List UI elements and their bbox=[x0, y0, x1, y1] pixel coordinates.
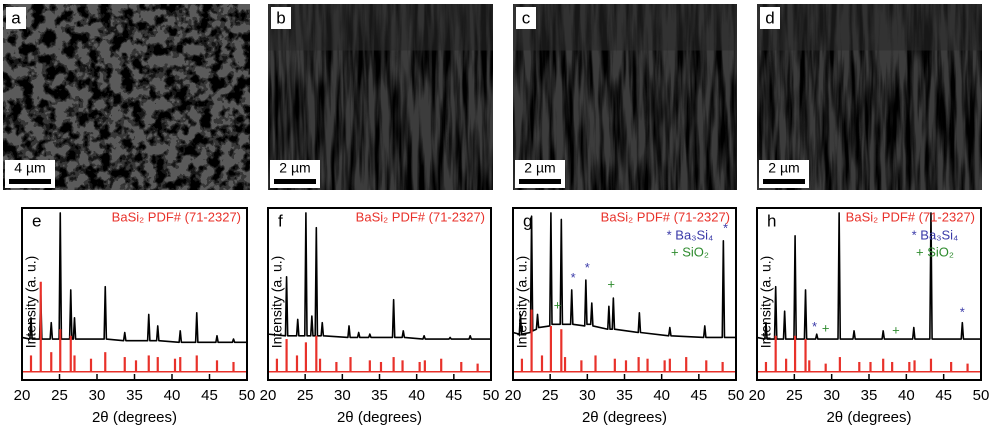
peak-marker: + bbox=[607, 276, 615, 291]
x-tick-label: 35 bbox=[861, 387, 878, 404]
x-tick-label: 20 bbox=[505, 387, 522, 404]
panel-label: d bbox=[765, 8, 774, 27]
x-tick-label: 45 bbox=[935, 387, 952, 404]
scale-bar bbox=[763, 179, 805, 184]
sem-image: d 2 µm bbox=[757, 4, 982, 190]
x-tick-label: 30 bbox=[823, 387, 840, 404]
legend-label: BaSi₂ PDF# (71-2327) bbox=[356, 209, 485, 224]
xrd-chart: 20 25 30 35 40 45 50 2θ (degrees) Intensity (a. … bbox=[505, 207, 745, 426]
x-tick-label: 50 bbox=[973, 387, 989, 404]
x-tick-label: 40 bbox=[653, 387, 670, 404]
x-tick-label: 35 bbox=[371, 387, 388, 404]
x-tick-label: 25 bbox=[297, 387, 314, 404]
xrd-trace bbox=[267, 212, 491, 340]
panel-label: a bbox=[11, 8, 21, 27]
y-axis-label: Intensity (a. u.) bbox=[23, 256, 39, 349]
x-tick-label: 40 bbox=[164, 387, 181, 404]
xrd-trace bbox=[756, 212, 981, 340]
panel-label: h bbox=[767, 211, 776, 230]
y-axis-label: Intensity (a. u.) bbox=[758, 256, 774, 349]
scale-bar-label: 2 µm bbox=[768, 160, 799, 176]
scale-bar bbox=[9, 179, 51, 184]
x-tick-label: 45 bbox=[445, 387, 462, 404]
y-axis-label: Intensity (a. u.) bbox=[514, 256, 530, 349]
sem-image: c 2 µm bbox=[513, 4, 737, 190]
panel-label-box bbox=[760, 7, 780, 29]
panel-label: f bbox=[278, 211, 283, 230]
sem-image: a 4 µm bbox=[3, 4, 250, 190]
scale-bar-label: 2 µm bbox=[279, 160, 310, 176]
x-tick-label: 45 bbox=[201, 387, 218, 404]
x-tick-label: 30 bbox=[579, 387, 596, 404]
plot-frame bbox=[267, 207, 492, 381]
legend-label: BaSi₂ PDF# (71-2327) bbox=[112, 209, 241, 224]
peak-marker: * bbox=[960, 304, 965, 319]
peak-marker: * bbox=[585, 260, 590, 275]
panel-label-box bbox=[516, 7, 536, 29]
x-tick-label: 40 bbox=[408, 387, 425, 404]
x-tick-label: 50 bbox=[728, 387, 745, 404]
annotation: + SiO₂ bbox=[916, 244, 954, 259]
peak-marker: + bbox=[554, 298, 562, 313]
panel-label: b bbox=[276, 8, 285, 27]
x-tick-label: 20 bbox=[260, 387, 277, 404]
annotation: + SiO₂ bbox=[671, 244, 709, 259]
panel-label: c bbox=[522, 8, 531, 27]
image-shade bbox=[268, 4, 493, 51]
x-tick-label: 40 bbox=[898, 387, 915, 404]
x-axis-label: 2θ (degrees) bbox=[92, 409, 177, 426]
x-axis-label: 2θ (degrees) bbox=[582, 409, 667, 426]
x-tick-label: 50 bbox=[483, 387, 500, 404]
plot-frame bbox=[21, 207, 248, 381]
xrd-chart: 20 25 30 35 40 45 50 2θ (degrees) Intensity (a. … bbox=[260, 207, 500, 426]
panel-label: e bbox=[32, 211, 41, 230]
scale-bar bbox=[519, 179, 561, 184]
x-tick-label: 25 bbox=[51, 387, 68, 404]
scale-bar-label: 2 µm bbox=[524, 160, 555, 176]
peak-marker: + bbox=[822, 321, 830, 336]
x-tick-label: 20 bbox=[14, 387, 31, 404]
annotation: * Ba₃Si₄ bbox=[667, 227, 714, 242]
x-tick-label: 30 bbox=[89, 387, 106, 404]
panel-label: g bbox=[523, 211, 532, 230]
x-axis-label: 2θ (degrees) bbox=[826, 409, 911, 426]
x-axis-label: 2θ (degrees) bbox=[337, 409, 422, 426]
peak-marker: + bbox=[892, 322, 900, 337]
xrd-chart: 20 25 30 35 40 45 50 2θ (degrees) Intensity (a. … bbox=[14, 207, 256, 426]
peak-marker: * bbox=[571, 270, 576, 285]
image-shade bbox=[513, 4, 737, 51]
x-tick-label: 30 bbox=[334, 387, 351, 404]
x-tick-label: 35 bbox=[616, 387, 633, 404]
annotation: * Ba₃Si₄ bbox=[912, 227, 959, 242]
peak-marker: * bbox=[812, 319, 817, 334]
x-tick-label: 50 bbox=[239, 387, 256, 404]
legend-label: BaSi₂ PDF# (71-2327) bbox=[846, 209, 975, 224]
image-shade bbox=[757, 4, 982, 51]
y-axis-label: Intensity (a. u.) bbox=[269, 256, 285, 349]
image-texture bbox=[3, 4, 250, 190]
x-tick-label: 25 bbox=[542, 387, 559, 404]
scale-bar bbox=[274, 179, 316, 184]
xrd-trace bbox=[21, 212, 247, 344]
xrd-trace bbox=[512, 212, 736, 339]
x-tick-label: 35 bbox=[126, 387, 143, 404]
x-tick-label: 45 bbox=[690, 387, 707, 404]
xrd-chart: 20 25 30 35 40 45 50 2θ (degrees) Intensity (a. … bbox=[749, 207, 989, 426]
panel-label-box bbox=[271, 7, 291, 29]
x-tick-label: 20 bbox=[749, 387, 766, 404]
panel-label-box bbox=[6, 7, 26, 29]
peak-marker: * bbox=[723, 221, 728, 236]
legend-label: BaSi₂ PDF# (71-2327) bbox=[601, 209, 730, 224]
sem-image: b 2 µm bbox=[268, 4, 493, 190]
scale-bar-label: 4 µm bbox=[14, 160, 45, 176]
x-tick-label: 25 bbox=[786, 387, 803, 404]
